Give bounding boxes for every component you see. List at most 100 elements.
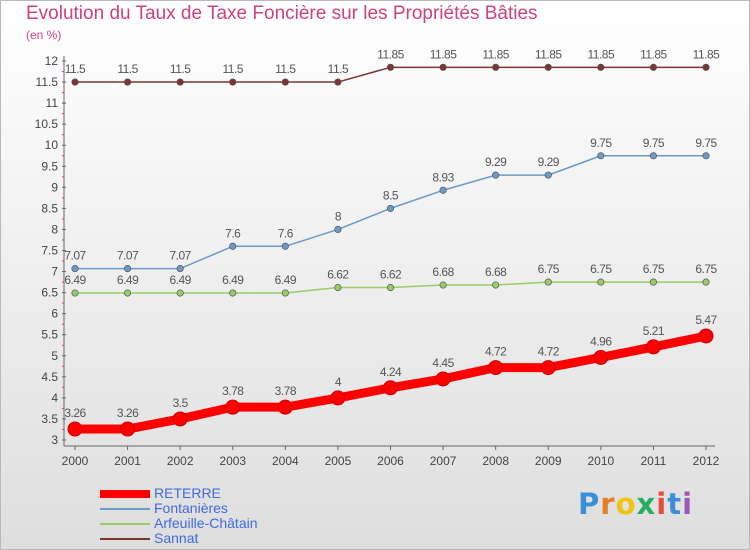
data-label: 11.5 bbox=[170, 62, 191, 76]
data-point bbox=[334, 284, 342, 292]
data-label: 9.29 bbox=[538, 155, 560, 169]
y-tick-label: 8 bbox=[51, 222, 58, 236]
data-point bbox=[597, 63, 605, 71]
data-label: 4.72 bbox=[485, 345, 507, 359]
data-point bbox=[702, 152, 710, 160]
data-label: 3.5 bbox=[173, 396, 189, 410]
legend-label: Sannat bbox=[154, 530, 199, 546]
data-label: 7.07 bbox=[169, 249, 191, 263]
y-tick-label: 11.5 bbox=[36, 75, 59, 89]
data-label: 4 bbox=[335, 375, 342, 389]
data-label: 5.47 bbox=[695, 313, 717, 327]
data-point bbox=[120, 421, 136, 437]
chart-title: Evolution du Taux de Taxe Foncière sur l… bbox=[26, 3, 538, 24]
data-point bbox=[649, 63, 657, 71]
data-point bbox=[71, 265, 79, 273]
data-label: 6.68 bbox=[485, 265, 507, 279]
y-tick-label: 3 bbox=[51, 433, 58, 447]
logo-letter: i bbox=[682, 487, 694, 521]
data-point bbox=[439, 186, 447, 194]
data-label: 8.5 bbox=[383, 188, 399, 202]
x-tick-label: 2006 bbox=[377, 454, 404, 468]
data-label: 11.85 bbox=[430, 47, 457, 61]
data-label: 8 bbox=[335, 209, 342, 223]
data-point bbox=[492, 63, 500, 71]
data-label: 6.75 bbox=[538, 262, 560, 276]
data-point bbox=[229, 242, 237, 250]
data-point bbox=[593, 349, 609, 365]
legend-swatch bbox=[100, 490, 150, 498]
data-label: 11.85 bbox=[588, 47, 615, 61]
data-point bbox=[281, 242, 289, 250]
legend-label: Arfeuille-Châtain bbox=[154, 515, 258, 531]
data-point bbox=[383, 380, 398, 396]
y-tick-label: 12 bbox=[45, 54, 59, 68]
y-tick-label: 9.5 bbox=[41, 159, 58, 173]
data-label: 6.62 bbox=[380, 268, 402, 282]
x-tick-label: 2001 bbox=[114, 454, 141, 468]
logo-letter: o bbox=[615, 487, 637, 521]
y-tick-label: 10 bbox=[45, 138, 59, 152]
data-label: 11.85 bbox=[535, 47, 562, 61]
x-tick-label: 2004 bbox=[272, 454, 299, 468]
data-label: 4.45 bbox=[432, 356, 454, 370]
y-tick-label: 3.5 bbox=[41, 412, 58, 426]
data-point bbox=[172, 411, 188, 427]
data-label: 3.26 bbox=[64, 406, 86, 420]
data-label: 9.75 bbox=[643, 136, 665, 150]
data-label: 4.72 bbox=[538, 345, 560, 359]
y-tick-label: 11 bbox=[46, 96, 59, 110]
data-point bbox=[229, 289, 237, 297]
data-label: 11.85 bbox=[377, 47, 404, 61]
data-point bbox=[71, 78, 79, 86]
data-point bbox=[702, 278, 710, 286]
x-tick-label: 2011 bbox=[641, 454, 667, 468]
data-point bbox=[229, 78, 237, 86]
data-point bbox=[597, 152, 605, 160]
data-point bbox=[488, 360, 504, 376]
data-point bbox=[176, 265, 184, 273]
legend-swatch bbox=[100, 523, 150, 525]
data-label: 9.75 bbox=[590, 136, 612, 150]
data-label: 11.5 bbox=[275, 62, 296, 76]
data-point bbox=[281, 78, 289, 86]
data-label: 4.24 bbox=[380, 365, 402, 379]
data-label: 11.5 bbox=[223, 62, 244, 76]
data-label: 7.6 bbox=[225, 226, 241, 240]
data-label: 6.49 bbox=[275, 273, 297, 287]
y-tick-label: 5 bbox=[51, 349, 58, 363]
x-tick-label: 2003 bbox=[219, 454, 246, 468]
data-point bbox=[492, 171, 500, 179]
data-point bbox=[540, 360, 556, 376]
legend-swatch bbox=[100, 508, 150, 510]
data-point bbox=[544, 278, 552, 286]
data-point bbox=[386, 284, 395, 292]
x-tick-label: 2002 bbox=[167, 454, 194, 468]
legend-label: Fontanières bbox=[154, 500, 228, 516]
data-point bbox=[386, 204, 395, 212]
data-point bbox=[544, 171, 552, 179]
logo-letter: t bbox=[667, 487, 683, 521]
data-label: 3.26 bbox=[117, 406, 139, 420]
logo-letter: i bbox=[656, 487, 668, 521]
x-tick-label: 2008 bbox=[482, 454, 509, 468]
data-point bbox=[645, 339, 661, 355]
data-label: 11.5 bbox=[328, 62, 349, 76]
data-point bbox=[334, 78, 342, 86]
proxiti-logo: Proxiti bbox=[578, 487, 693, 521]
data-point bbox=[334, 225, 342, 233]
data-point bbox=[439, 281, 447, 289]
data-point bbox=[702, 63, 710, 71]
y-tick-label: 10.5 bbox=[35, 117, 59, 131]
data-label: 4.96 bbox=[590, 334, 612, 348]
unit-label: (en %) bbox=[26, 28, 62, 42]
data-label: 6.49 bbox=[169, 273, 191, 287]
data-label: 3.78 bbox=[222, 384, 244, 398]
data-point bbox=[71, 289, 79, 297]
data-label: 5.21 bbox=[643, 324, 665, 338]
data-label: 11.85 bbox=[482, 47, 509, 61]
data-label: 9.29 bbox=[485, 155, 507, 169]
data-label: 6.68 bbox=[432, 265, 454, 279]
